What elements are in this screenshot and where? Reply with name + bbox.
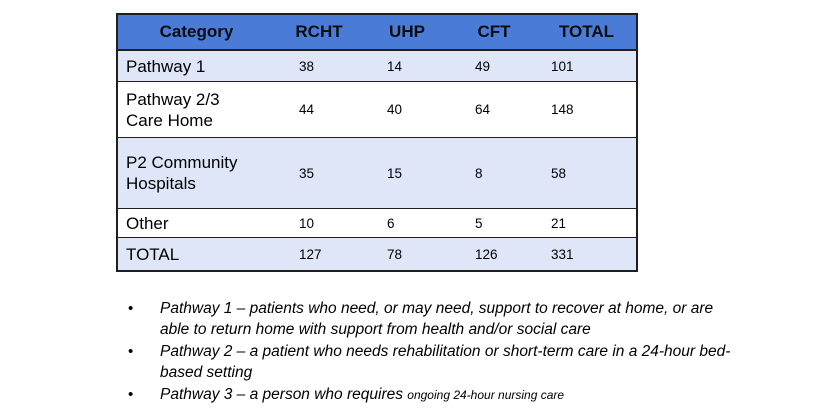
bullet-text-line: Pathway 1 – patients who need, or may ne… — [160, 300, 714, 317]
cell-uhp: 15 — [363, 137, 451, 209]
bullet-text-tail: ongoing 24-hour nursing care — [407, 388, 565, 402]
cell-cft: 64 — [451, 81, 537, 138]
row-label-line: Pathway 1 — [126, 56, 206, 76]
bullet-icon: • — [128, 300, 134, 317]
header-cft: CFT — [451, 14, 537, 51]
bullet-icon: • — [128, 343, 134, 360]
row-label-line: P2 Community — [126, 153, 238, 172]
cell-rcht: 10 — [275, 208, 363, 238]
cell-total: 148 — [537, 81, 637, 138]
header-total: TOTAL — [537, 14, 637, 51]
pathway-definitions-list: • Pathway 1 – patients who need, or may … — [128, 298, 788, 407]
row-label: Other — [117, 208, 275, 238]
header-category: Category — [117, 14, 275, 51]
row-label: Pathway 1 — [117, 50, 275, 82]
row-label-line: Other — [126, 213, 169, 233]
cell-cft: 8 — [451, 137, 537, 209]
table-row: Pathway 2/3 Care Home 44 40 64 148 — [117, 81, 637, 138]
cell-total: 331 — [537, 237, 637, 272]
bullet-icon: • — [128, 386, 134, 403]
cell-rcht: 44 — [275, 81, 363, 138]
pathway-table: Category RCHT UHP CFT TOTAL Pathway 1 38… — [116, 13, 638, 272]
cell-total: 58 — [537, 137, 637, 209]
cell-uhp: 78 — [363, 237, 451, 272]
row-label: Pathway 2/3 Care Home — [117, 81, 275, 138]
bullet-text-line: Pathway 3 – a person who requires — [160, 386, 408, 403]
table-row: TOTAL 127 78 126 331 — [117, 237, 637, 272]
table-row: Pathway 1 38 14 49 101 — [117, 50, 637, 82]
cell-total: 101 — [537, 50, 637, 82]
cell-cft: 126 — [451, 237, 537, 272]
bullet-text-line: based setting — [160, 364, 253, 381]
cell-rcht: 38 — [275, 50, 363, 82]
cell-uhp: 14 — [363, 50, 451, 82]
list-item: • Pathway 3 – a person who requires ongo… — [128, 384, 788, 406]
list-item: • Pathway 1 – patients who need, or may … — [128, 298, 788, 340]
cell-rcht: 127 — [275, 237, 363, 272]
header-uhp: UHP — [363, 14, 451, 51]
table-row: P2 Community Hospitals 35 15 8 58 — [117, 137, 637, 209]
cell-uhp: 6 — [363, 208, 451, 238]
bullet-text-line: Pathway 2 – a patient who needs rehabili… — [160, 343, 731, 360]
pathway-table-container: Category RCHT UHP CFT TOTAL Pathway 1 38… — [116, 13, 638, 272]
cell-rcht: 35 — [275, 137, 363, 209]
table-header-row: Category RCHT UHP CFT TOTAL — [117, 14, 637, 51]
row-label-line: Pathway 2/3 — [126, 89, 220, 109]
row-label-line: TOTAL — [126, 244, 180, 264]
cell-cft: 5 — [451, 208, 537, 238]
cell-uhp: 40 — [363, 81, 451, 138]
row-label: P2 Community Hospitals — [117, 137, 275, 209]
row-label: TOTAL — [117, 237, 275, 272]
header-rcht: RCHT — [275, 14, 363, 51]
table-row: Other 10 6 5 21 — [117, 208, 637, 238]
list-item: • Pathway 2 – a patient who needs rehabi… — [128, 341, 788, 383]
cell-cft: 49 — [451, 50, 537, 82]
row-label-line: Care Home — [126, 110, 213, 130]
row-label-line: Hospitals — [126, 174, 196, 193]
bullet-text-line: able to return home with support from he… — [160, 321, 591, 338]
cell-total: 21 — [537, 208, 637, 238]
